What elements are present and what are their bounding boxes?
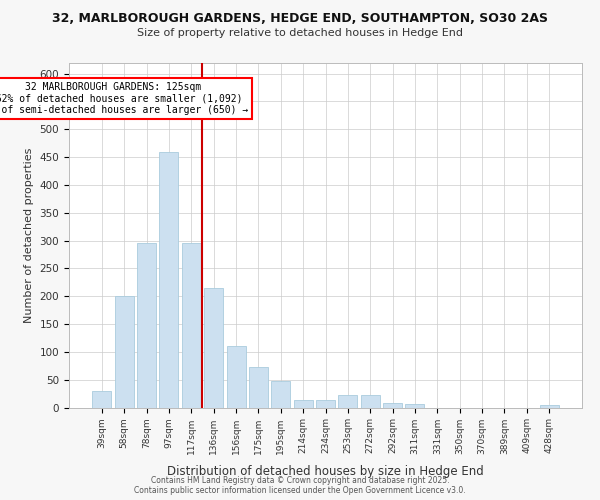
Bar (361, 396, 380, 407)
Bar (92, 391, 112, 407)
Text: 32, MARLBOROUGH GARDENS, HEDGE END, SOUTHAMPTON, SO30 2AS: 32, MARLBOROUGH GARDENS, HEDGE END, SOUT… (52, 12, 548, 26)
Y-axis label: Number of detached properties: Number of detached properties (24, 148, 34, 322)
Bar (204, 288, 223, 408)
Bar (293, 400, 313, 407)
Text: 32 MARLBOROUGH GARDENS: 125sqm
← 62% of detached houses are smaller (1,092)
37% : 32 MARLBOROUGH GARDENS: 125sqm ← 62% of … (0, 82, 248, 115)
Bar (316, 400, 335, 407)
Bar (249, 368, 268, 408)
X-axis label: Distribution of detached houses by size in Hedge End: Distribution of detached houses by size … (167, 464, 484, 477)
Bar (271, 382, 290, 407)
Bar (383, 403, 402, 407)
Bar (137, 244, 156, 408)
Bar (182, 244, 201, 408)
Bar (338, 396, 358, 407)
Bar (406, 404, 424, 407)
Text: Size of property relative to detached houses in Hedge End: Size of property relative to detached ho… (137, 28, 463, 38)
Bar (539, 404, 559, 407)
Text: Contains HM Land Registry data © Crown copyright and database right 2025.
Contai: Contains HM Land Registry data © Crown c… (134, 476, 466, 495)
Bar (160, 152, 178, 408)
Bar (115, 296, 134, 408)
Bar (227, 346, 245, 408)
